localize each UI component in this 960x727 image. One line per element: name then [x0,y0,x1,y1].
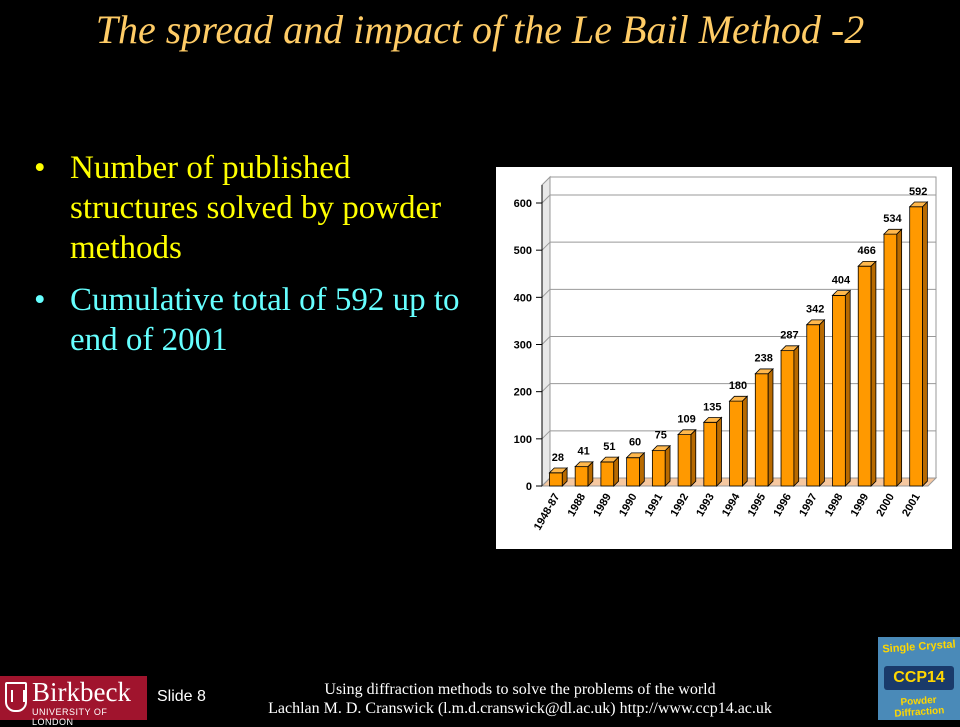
data-label: 135 [703,401,721,413]
logo-subtitle: UNIVERSITY OF LONDON [32,707,108,727]
x-tick-label: 1991 [643,492,666,519]
bar-side [793,344,800,487]
bar-side [844,289,851,487]
crest-icon [5,682,27,712]
bar [909,206,923,487]
bullet-list: • Number of published structures solved … [30,148,480,372]
bar-side [664,444,671,487]
badge-main-text: CCP14 [884,666,954,690]
x-tick-label: 1948-87 [532,492,563,533]
badge-top-text: Single Crystal [881,638,957,656]
bar-side [767,367,774,487]
slide-number: Slide 8 [157,688,206,705]
x-tick-label: 1997 [797,492,820,519]
x-tick-label: 1995 [746,492,769,519]
x-tick-label: 1988 [566,492,589,519]
x-tick-label: 1996 [771,492,794,519]
y-tick-label: 600 [514,198,532,210]
y-tick-label: 0 [526,481,532,493]
data-label: 51 [603,441,615,453]
bar [883,233,898,487]
bar-side [613,456,619,487]
bar-side [690,428,697,487]
gridline-side [541,194,551,204]
bar-side [716,416,722,487]
data-label: 238 [755,353,773,365]
y-tick-label: 100 [514,434,532,446]
data-label: 28 [552,452,564,464]
gridline-side [541,430,551,440]
bar [549,472,563,487]
bar [780,350,795,487]
bar-side [870,260,877,487]
footer-line-1: Using diffraction methods to solve the p… [324,681,716,698]
gridline-side [541,336,551,345]
logo-name: Birkbeck [32,677,131,707]
gridline-side [541,383,551,393]
y-tick-label: 200 [514,387,532,399]
gridline-side [541,288,551,298]
bar [626,457,640,487]
bullet-marker: • [34,282,46,318]
y-tick-label: 400 [514,292,532,304]
bar [729,400,743,487]
bar-side [819,318,825,487]
bar-side [587,460,594,487]
badge-bottom-text: Powder Diffraction [894,694,945,720]
x-tick-label: 1994 [720,491,743,519]
data-label: 404 [832,274,851,286]
x-tick-label: 1992 [668,492,691,519]
x-tick-label: 1998 [823,492,846,519]
bar [703,421,718,487]
slide-title: The spread and impact of the Le Bail Met… [95,7,865,52]
bullet-item: • Number of published structures solved … [30,148,480,268]
data-label: 592 [909,186,927,198]
bar [600,461,615,487]
bar-side [896,228,903,487]
bar [806,324,821,487]
birkbeck-logo: Birkbeck UNIVERSITY OF LONDON [0,676,147,727]
bar [651,450,666,487]
bullet-text: Number of published structures solved by… [70,150,442,266]
ccp14-badge: Single Crystal CCP14 Powder Diffraction [878,637,960,720]
data-label: 180 [729,380,747,392]
bar [832,295,846,487]
data-label: 466 [857,245,875,257]
bullet-text: Cumulative total of 592 up to end of 200… [70,282,460,358]
data-label: 342 [806,304,824,316]
data-label: 534 [883,213,902,225]
bar [857,265,872,487]
bullet-item: • Cumulative total of 592 up to end of 2… [30,280,480,360]
data-label: 41 [577,446,589,458]
y-tick-label: 500 [514,245,532,257]
footer-line-2: Lachlan M. D. Cranswick (l.m.d.cranswick… [268,700,772,717]
x-tick-label: 2000 [874,492,897,519]
x-tick-label: 1989 [591,492,614,519]
bar-chart: 0 100 200 300 400 500 600 28 1948-87 41 1988 51 1989… [496,167,952,549]
x-tick-label: 1999 [849,492,872,519]
gridline-side [541,477,551,487]
footer-text: Using diffraction methods to solve the p… [230,680,810,718]
data-label: 60 [629,437,641,449]
chart-canvas: 0 100 200 300 400 500 600 28 1948-87 41 1988 51 1989… [514,175,938,533]
bar [754,373,769,487]
bar-side [742,395,748,487]
x-tick-label: 1990 [617,492,640,519]
bar [574,466,589,487]
bar-side [922,201,928,487]
x-tick-label: 1993 [694,492,717,519]
data-label: 287 [780,330,798,342]
data-label: 75 [655,430,667,442]
data-label: 109 [677,414,695,426]
gridline-side [541,241,551,251]
bar [677,434,692,487]
x-tick-label: 2001 [900,492,923,519]
bullet-marker: • [34,150,46,186]
bar-side [561,467,568,487]
chart-side-wall [541,175,551,488]
bar-side [639,451,645,487]
y-tick-label: 300 [514,340,532,352]
